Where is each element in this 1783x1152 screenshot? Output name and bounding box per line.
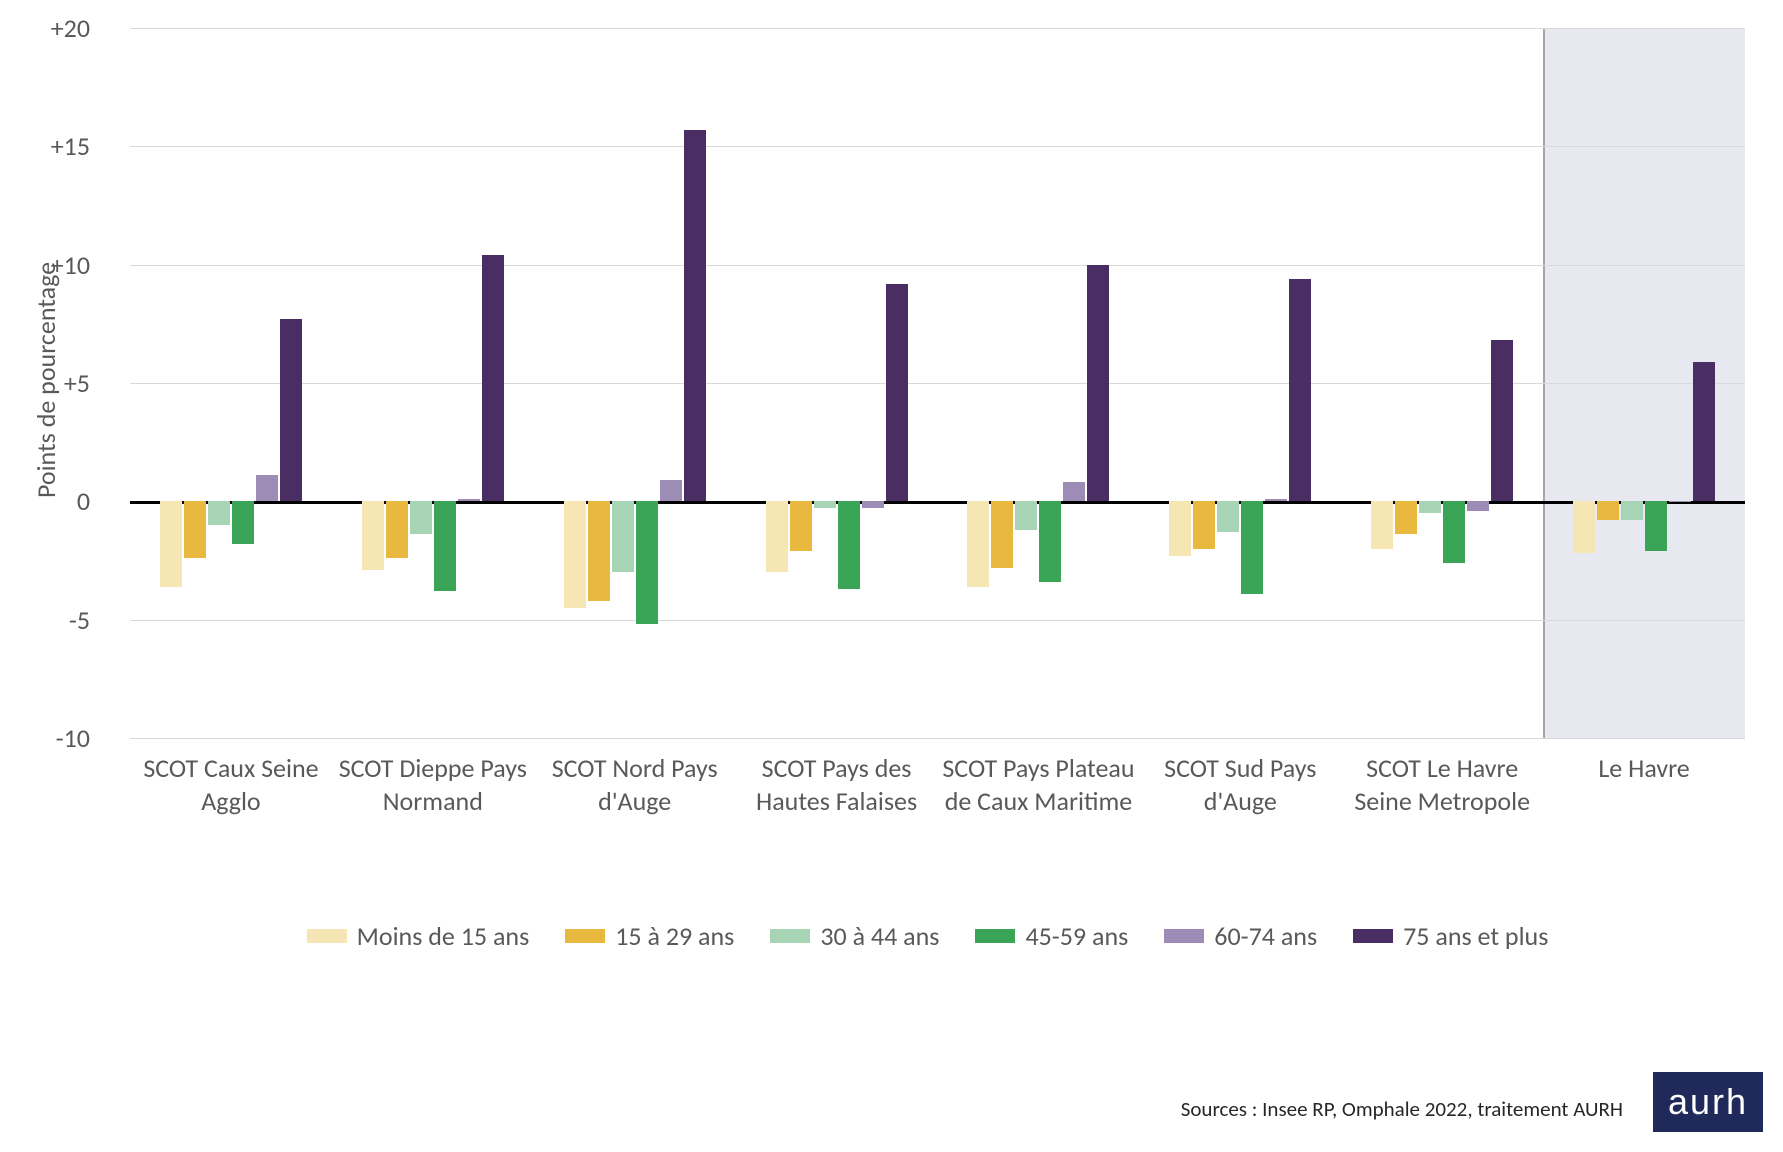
bar [967, 501, 989, 586]
bar [256, 475, 278, 501]
bar [1087, 265, 1109, 502]
category-label: SCOT Dieppe Pays Normand [332, 752, 534, 817]
legend-item: 15 à 29 ans [565, 920, 734, 952]
legend-item: 45-59 ans [975, 920, 1128, 952]
y-tick-label: +15 [20, 130, 90, 162]
bar [1669, 501, 1691, 502]
legend-item: 30 à 44 ans [770, 920, 939, 952]
bar [814, 501, 836, 508]
bar [838, 501, 860, 589]
bar [280, 319, 302, 501]
bar [160, 501, 182, 586]
y-tick-label: 0 [20, 485, 90, 517]
bar [1265, 499, 1287, 501]
category-label: SCOT Pays des Hautes Falaises [736, 752, 938, 817]
legend-label: 45-59 ans [1025, 920, 1128, 952]
legend-label: 75 ans et plus [1403, 920, 1548, 952]
bar [458, 499, 480, 501]
bar [684, 130, 706, 502]
bar [1467, 501, 1489, 510]
category-label: SCOT Caux Seine Agglo [130, 752, 332, 817]
legend-item: 60-74 ans [1164, 920, 1317, 952]
category-label: SCOT Le Havre Seine Metropole [1341, 752, 1543, 817]
bar [1015, 501, 1037, 529]
legend-label: Moins de 15 ans [357, 920, 530, 952]
bar [660, 480, 682, 501]
legend-item: 75 ans et plus [1353, 920, 1548, 952]
legend-swatch [307, 929, 347, 943]
y-tick-label: +10 [20, 249, 90, 281]
bar [362, 501, 384, 570]
plot-area [130, 28, 1745, 738]
legend: Moins de 15 ans 15 à 29 ans 30 à 44 ans 45-… [120, 920, 1735, 952]
y-tick-label: -10 [20, 722, 90, 754]
legend-item: Moins de 15 ans [307, 920, 530, 952]
bar [862, 501, 884, 508]
bar [564, 501, 586, 608]
bar [1419, 501, 1441, 513]
y-tick-label: +20 [20, 12, 90, 44]
bar [991, 501, 1013, 567]
bar [482, 255, 504, 501]
bar [1395, 501, 1417, 534]
bar [886, 284, 908, 502]
category-label: SCOT Nord Pays d'Auge [534, 752, 736, 817]
bar [766, 501, 788, 572]
legend-swatch [1353, 929, 1393, 943]
bar [232, 501, 254, 544]
legend-swatch [565, 929, 605, 943]
bar [1289, 279, 1311, 501]
bar [410, 501, 432, 534]
bar [1573, 501, 1595, 553]
sources-text: Sources : Insee RP, Omphale 2022, traite… [1181, 1096, 1623, 1122]
bar [1241, 501, 1263, 593]
bar [790, 501, 812, 551]
bar [1645, 501, 1667, 551]
bar [1693, 362, 1715, 502]
legend-swatch [1164, 929, 1204, 943]
legend-label: 30 à 44 ans [820, 920, 939, 952]
logo-aurh: aurh [1653, 1072, 1763, 1132]
bar [386, 501, 408, 558]
bar [434, 501, 456, 591]
y-tick-label: +5 [20, 367, 90, 399]
bar [1491, 340, 1513, 501]
bar [1597, 501, 1619, 520]
legend-label: 15 à 29 ans [615, 920, 734, 952]
bar [184, 501, 206, 558]
bar [1371, 501, 1393, 548]
bar [1621, 501, 1643, 520]
bar [1039, 501, 1061, 581]
y-tick-label: -5 [20, 604, 90, 636]
gridline [130, 738, 1745, 739]
legend-label: 60-74 ans [1214, 920, 1317, 952]
category-label: Le Havre [1543, 752, 1745, 785]
category-label: SCOT Pays Plateau de Caux Maritime [938, 752, 1140, 817]
bar [588, 501, 610, 600]
category-label: SCOT Sud Pays d'Auge [1139, 752, 1341, 817]
bar [1193, 501, 1215, 548]
chart-container: Points de pourcentage -10-50+5+10+15+20 … [20, 20, 1763, 1132]
bar [1217, 501, 1239, 532]
legend-swatch [975, 929, 1015, 943]
bar [208, 501, 230, 525]
bar [1443, 501, 1465, 563]
bar [1063, 482, 1085, 501]
legend-swatch [770, 929, 810, 943]
bar [636, 501, 658, 624]
bar [612, 501, 634, 572]
bar [1169, 501, 1191, 555]
bars-layer [130, 28, 1745, 738]
